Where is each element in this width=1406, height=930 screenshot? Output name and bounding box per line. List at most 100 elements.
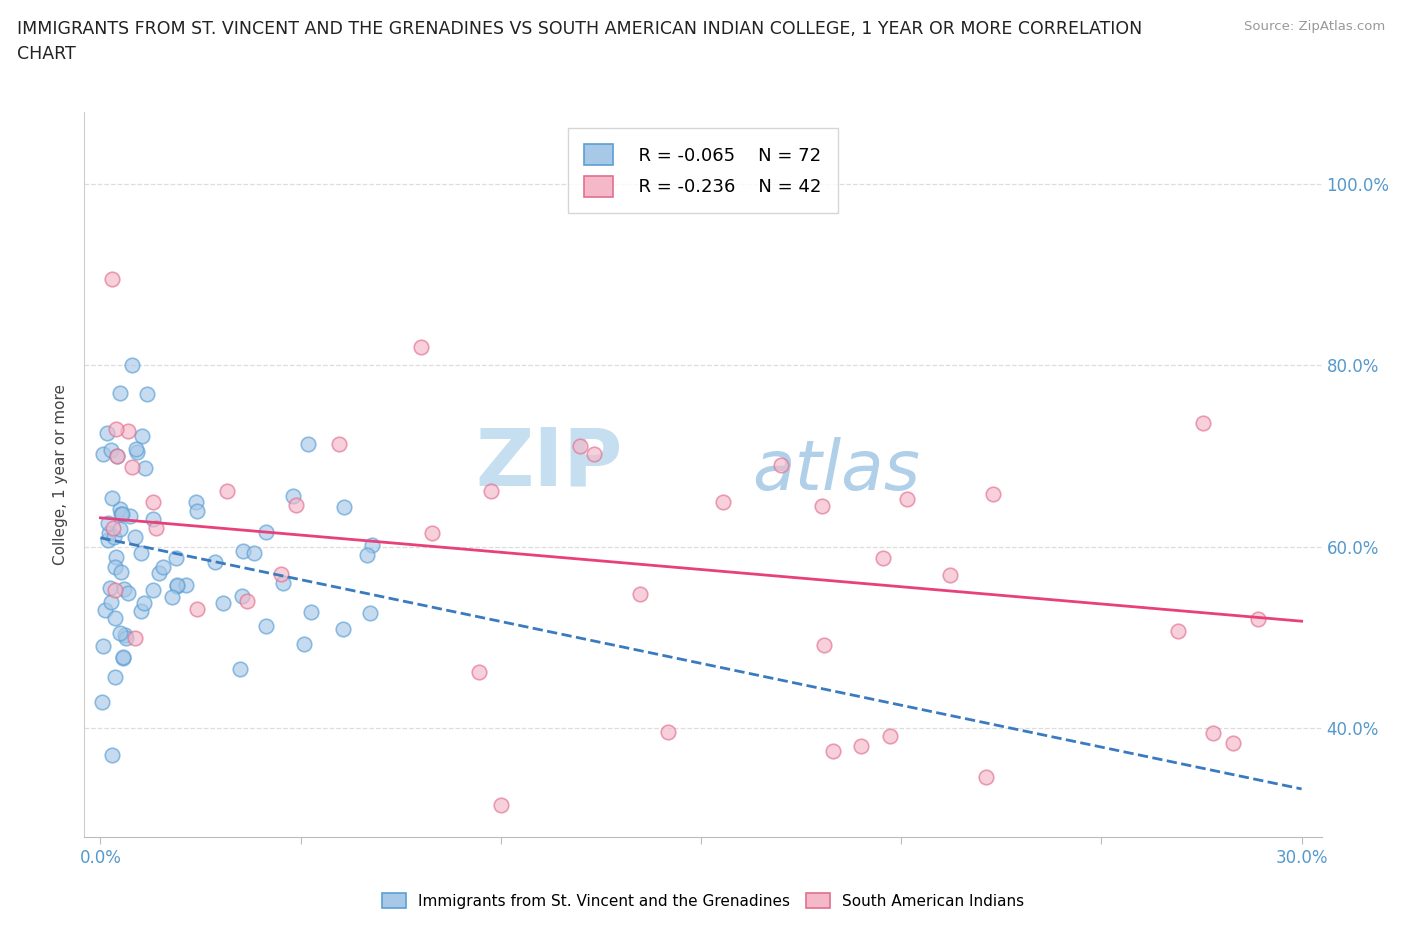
Point	[97, 515, 120, 530]
Point	[186, 601, 208, 616]
Point	[568, 438, 591, 453]
Point	[489, 798, 512, 813]
Point	[821, 744, 844, 759]
Point	[114, 628, 136, 643]
Text: CHART: CHART	[17, 45, 76, 62]
Point	[101, 748, 124, 763]
Text: IMMIGRANTS FROM ST. VINCENT AND THE GRENADINES VS SOUTH AMERICAN INDIAN COLLEGE,: IMMIGRANTS FROM ST. VINCENT AND THE GREN…	[17, 20, 1142, 38]
Point	[1192, 416, 1215, 431]
Point	[91, 638, 114, 653]
Point	[124, 529, 146, 544]
Point	[849, 738, 872, 753]
Point	[91, 446, 114, 461]
Point	[125, 445, 148, 459]
Point	[186, 495, 208, 510]
Point	[165, 551, 187, 565]
Point	[142, 512, 165, 526]
Point	[243, 546, 266, 561]
Point	[148, 565, 170, 580]
Point	[204, 555, 226, 570]
Point	[811, 498, 834, 513]
Point	[939, 567, 962, 582]
Point	[121, 358, 143, 373]
Point	[333, 499, 356, 514]
Point	[328, 436, 350, 451]
Point	[270, 566, 292, 581]
Point	[254, 618, 277, 633]
Point	[103, 529, 125, 544]
Point	[117, 423, 139, 438]
Point	[91, 695, 114, 710]
Point	[108, 502, 131, 517]
Y-axis label: College, 1 year or more: College, 1 year or more	[53, 384, 69, 565]
Point	[896, 492, 918, 507]
Point	[125, 442, 148, 457]
Point	[111, 507, 134, 522]
Point	[361, 538, 384, 553]
Point	[107, 448, 129, 463]
Point	[136, 386, 159, 401]
Point	[104, 610, 127, 625]
Point	[104, 559, 127, 574]
Point	[254, 525, 277, 539]
Point	[104, 670, 127, 684]
Point	[108, 625, 131, 640]
Point	[132, 595, 155, 610]
Text: Source: ZipAtlas.com: Source: ZipAtlas.com	[1244, 20, 1385, 33]
Point	[100, 594, 122, 609]
Point	[770, 458, 793, 472]
Point	[359, 605, 381, 620]
Point	[105, 449, 128, 464]
Point	[236, 593, 259, 608]
Point	[217, 484, 239, 498]
Text: atlas: atlas	[752, 437, 921, 504]
Point	[409, 340, 432, 355]
Point	[112, 582, 135, 597]
Point	[983, 486, 1005, 501]
Point	[1202, 725, 1225, 740]
Point	[104, 422, 127, 437]
Point	[468, 664, 491, 679]
Point	[174, 578, 197, 592]
Point	[582, 447, 605, 462]
Point	[110, 565, 132, 579]
Point	[479, 484, 502, 498]
Point	[711, 495, 734, 510]
Point	[356, 548, 378, 563]
Point	[231, 589, 253, 604]
Point	[97, 532, 120, 547]
Point	[285, 498, 308, 512]
Point	[160, 590, 183, 604]
Point	[117, 585, 139, 600]
Point	[145, 521, 167, 536]
Point	[97, 525, 120, 540]
Point	[129, 604, 152, 618]
Point	[420, 525, 443, 540]
Point	[271, 576, 294, 591]
Point	[628, 587, 651, 602]
Point	[129, 546, 152, 561]
Point	[111, 651, 134, 666]
Point	[1222, 736, 1244, 751]
Point	[96, 425, 118, 440]
Point	[108, 521, 131, 536]
Point	[101, 491, 124, 506]
Point	[657, 724, 679, 739]
Point	[879, 728, 901, 743]
Point	[104, 550, 127, 565]
Point	[104, 583, 127, 598]
Point	[111, 650, 134, 665]
Point	[1167, 624, 1189, 639]
Point	[101, 272, 124, 286]
Text: ZIP: ZIP	[475, 424, 623, 502]
Point	[115, 631, 138, 645]
Point	[110, 385, 132, 400]
Point	[281, 489, 304, 504]
Point	[118, 509, 141, 524]
Point	[299, 604, 322, 619]
Point	[166, 578, 188, 593]
Point	[872, 551, 894, 565]
Point	[186, 503, 208, 518]
Point	[166, 578, 188, 592]
Point	[229, 662, 252, 677]
